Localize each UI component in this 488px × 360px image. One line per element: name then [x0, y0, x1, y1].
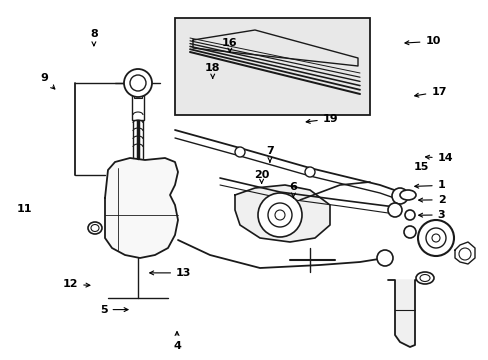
Bar [132, 95, 143, 120]
Circle shape [258, 193, 302, 237]
Text: 4: 4 [173, 332, 181, 351]
Circle shape [305, 167, 314, 177]
Circle shape [458, 248, 470, 260]
Ellipse shape [419, 274, 429, 282]
Circle shape [417, 220, 453, 256]
Ellipse shape [399, 190, 415, 200]
Polygon shape [105, 158, 178, 258]
Circle shape [426, 235, 436, 245]
Circle shape [124, 69, 152, 97]
Text: 3: 3 [418, 210, 445, 220]
Text: 5: 5 [100, 305, 128, 315]
Circle shape [391, 188, 407, 204]
Text: 20: 20 [253, 170, 269, 183]
Ellipse shape [415, 272, 433, 284]
Circle shape [274, 210, 285, 220]
Circle shape [235, 147, 244, 157]
Circle shape [267, 203, 291, 227]
Text: 2: 2 [418, 195, 445, 205]
Bar [134, 90, 142, 98]
Text: 16: 16 [222, 38, 237, 52]
Circle shape [130, 75, 146, 91]
Text: 13: 13 [149, 268, 191, 278]
Text: 11: 11 [17, 204, 32, 214]
Polygon shape [454, 242, 474, 264]
Text: 19: 19 [305, 114, 338, 124]
Polygon shape [193, 30, 357, 66]
Text: 14: 14 [425, 153, 452, 163]
Text: 1: 1 [414, 180, 445, 190]
Text: 10: 10 [404, 36, 440, 46]
Text: 7: 7 [265, 146, 273, 162]
Circle shape [403, 226, 415, 238]
Text: 17: 17 [414, 87, 446, 97]
Circle shape [376, 250, 392, 266]
Circle shape [387, 203, 401, 217]
Text: 12: 12 [62, 279, 90, 289]
Bar [175, 18, 369, 115]
Text: 8: 8 [90, 29, 98, 46]
Polygon shape [387, 280, 419, 347]
Ellipse shape [88, 222, 102, 234]
Circle shape [404, 210, 414, 220]
Ellipse shape [91, 225, 99, 231]
Text: 18: 18 [204, 63, 220, 78]
Text: 15: 15 [413, 162, 428, 172]
Text: 6: 6 [289, 182, 297, 198]
Polygon shape [235, 185, 329, 242]
Circle shape [431, 234, 439, 242]
Circle shape [425, 228, 445, 248]
Text: 9: 9 [40, 73, 55, 89]
